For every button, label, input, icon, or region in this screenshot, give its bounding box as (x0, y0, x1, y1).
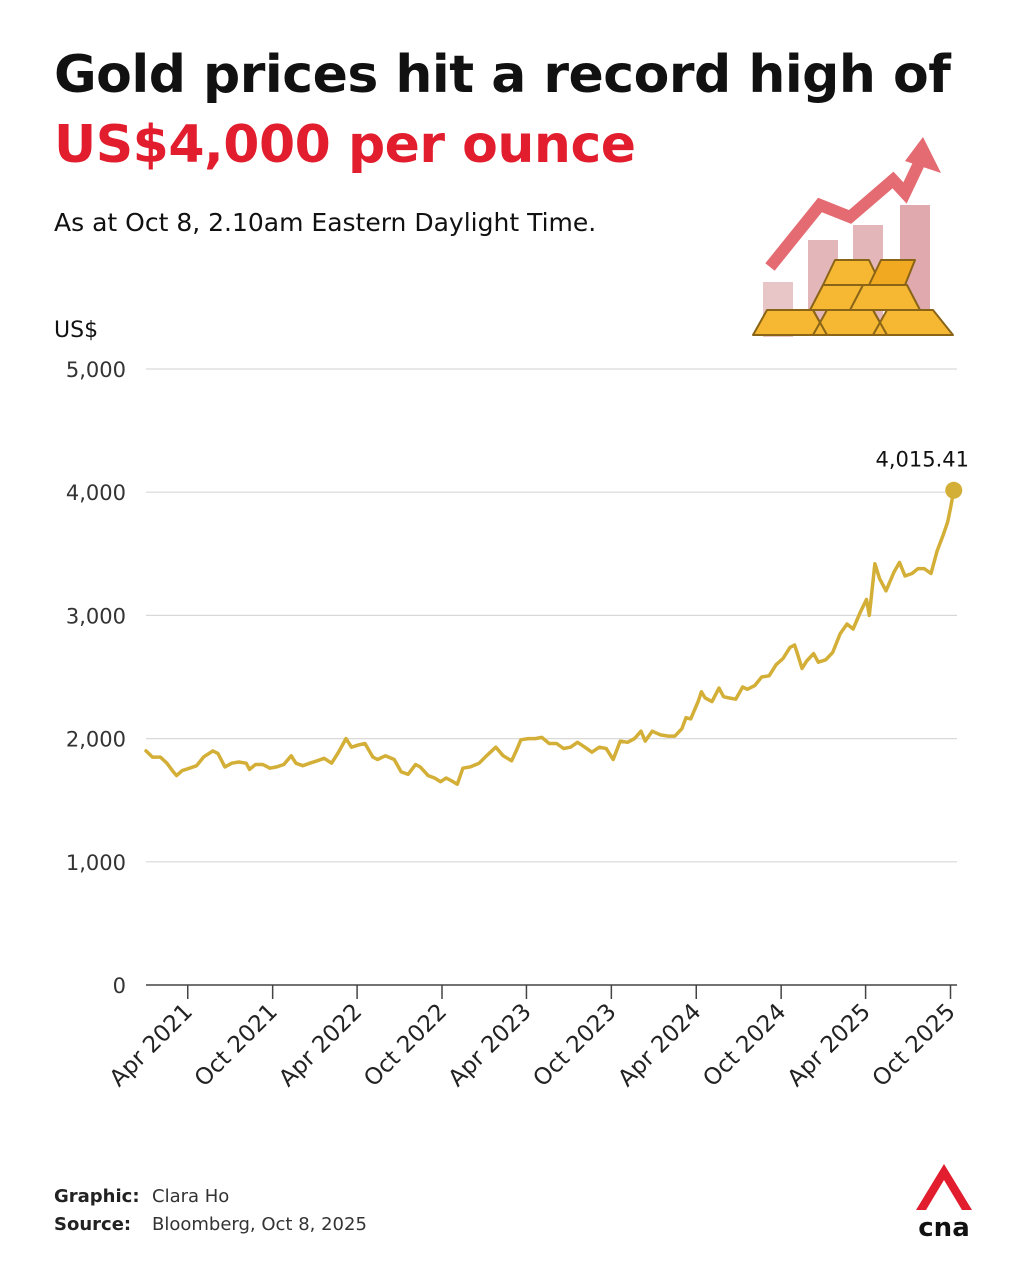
gold-bars-rising-chart-icon (752, 137, 954, 337)
subtitle: As at Oct 8, 2.10am Eastern Daylight Tim… (54, 208, 597, 237)
y-tick-label: 3,000 (66, 604, 126, 628)
gold-price-series-line (144, 488, 956, 786)
x-tick-label: Apr 2023 (444, 999, 537, 1092)
page-title: Gold prices hit a record high of US$4,00… (54, 40, 951, 180)
source-value: Bloomberg, Oct 8, 2025 (152, 1214, 367, 1235)
y-tick-label: 1,000 (66, 851, 126, 875)
title-line-2-highlight: US$4,000 per ounce (54, 115, 636, 175)
gold-bars (752, 259, 954, 336)
x-tick-label: Oct 2022 (359, 999, 452, 1092)
credit-graphic: Graphic: Clara Ho (54, 1186, 229, 1207)
x-tick-label: Apr 2021 (105, 999, 198, 1092)
x-tick-label: Apr 2025 (783, 999, 876, 1092)
x-tick-label: Oct 2024 (698, 999, 791, 1092)
title-line-1: Gold prices hit a record high of (54, 45, 951, 105)
latest-price-marker (945, 481, 963, 499)
y-axis-unit-label: US$ (54, 318, 98, 343)
y-tick-label: 2,000 (66, 728, 126, 752)
latest-price-label: 4,015.41 (875, 447, 969, 471)
credit-source: Source: Bloomberg, Oct 8, 2025 (54, 1214, 367, 1235)
cna-logo-icon: cna (916, 1164, 972, 1240)
x-tick-label: Oct 2025 (868, 999, 961, 1092)
x-tick-label: Oct 2023 (529, 999, 622, 1092)
y-tick-label: 0 (113, 974, 126, 998)
x-tick-label: Oct 2021 (190, 999, 283, 1092)
source-label: Source: (54, 1214, 132, 1235)
x-tick-label: Apr 2022 (274, 999, 367, 1092)
x-tick-label: Apr 2024 (613, 999, 706, 1092)
logo-mark (916, 1164, 972, 1210)
y-tick-label: 4,000 (66, 481, 126, 505)
logo-text: cna (918, 1213, 969, 1240)
trend-arrow (765, 137, 941, 271)
graphic-label: Graphic: (54, 1186, 140, 1207)
graphic-value: Clara Ho (152, 1186, 230, 1207)
y-tick-label: 5,000 (66, 358, 126, 382)
